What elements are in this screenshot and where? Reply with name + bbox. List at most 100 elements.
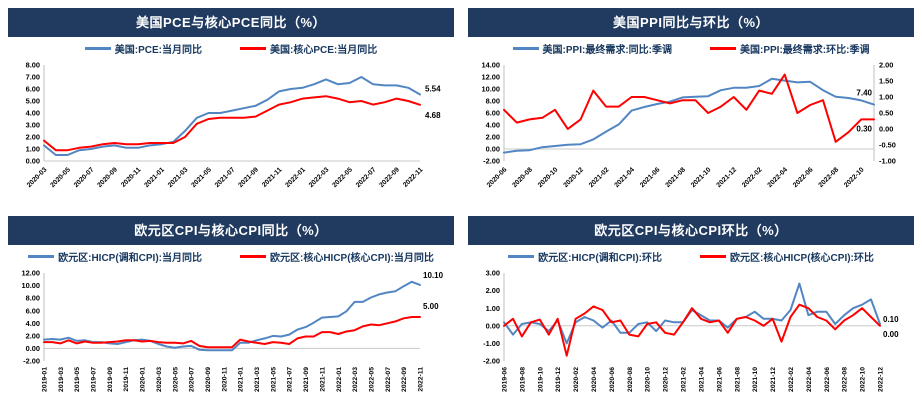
x-axis-tick-label: 2021-11: [261, 166, 283, 188]
y-axis-tick-label: 10.00: [482, 85, 501, 94]
series-line: [43, 316, 421, 349]
x-axis-tick-label: 2022-04: [767, 166, 790, 189]
x-axis-tick-label: 2021-06: [716, 367, 723, 392]
x-axis-tick-label: 2020-09: [205, 367, 212, 392]
x-axis-tick-label: 2020-04: [591, 367, 598, 392]
y-axis-tick-label: 14.00: [482, 61, 501, 70]
legend-line-swatch: [700, 255, 726, 258]
legend-label: 欧元区:核心HICP(核心CPI):当月同比: [270, 253, 434, 264]
y-axis-tick-label: 0.00: [486, 321, 500, 330]
x-axis-tick-label: 2020-10: [645, 367, 652, 392]
legend-item: 欧元区:核心HICP(核心CPI):环比: [700, 249, 874, 264]
x-axis-tick-label: 2020-12: [562, 166, 585, 189]
y-axis-tick-label: 7.00: [26, 73, 40, 82]
x-axis-tick-label: 2022-06: [824, 367, 831, 392]
x-axis-tick-label: 2021-09: [237, 166, 260, 189]
x-axis-tick-label: 2021-09: [303, 367, 310, 392]
x-axis-tick-label: 2019-06: [502, 367, 509, 392]
x-axis-tick-label: 2022-10: [843, 166, 866, 189]
line-chart-ez-cpi-yoy: 12.00 10.00 8.00 6.00 4.00 2.00 0.00 -2.00 2019-…: [8, 266, 454, 418]
x-axis-tick-label: 2022-05: [331, 166, 354, 189]
x-axis-tick-label: 2022-01: [336, 367, 343, 392]
y2-axis-tick-label: 1.50: [879, 77, 893, 86]
x-axis-tick-label: 2021-03: [254, 367, 261, 392]
line-chart-us-pce: 8.00 7.00 6.00 5.00 4.00 3.00 2.00 1.00 0.00 2020…: [8, 58, 454, 210]
y-axis-tick-label: 2.00: [486, 286, 500, 295]
legend-ez-cpi-yoy: 欧元区:HICP(调和CPI):当月同比 欧元区:核心HICP(核心CPI):当月…: [8, 247, 454, 266]
legend-us-pce: 美国:PCE:当月同比 美国:核心PCE:当月同比: [8, 39, 454, 58]
x-axis-tick-label: 2020-05: [172, 367, 179, 392]
x-axis-tick-label: 2021-10: [690, 166, 713, 189]
y-axis-tick-label: 12.00: [482, 73, 501, 82]
y-axis-tick-label: -1.00: [483, 339, 500, 348]
x-axis-tick-label: 2022-09: [401, 367, 408, 392]
y2-axis-tick-label: 0.00: [879, 125, 893, 134]
x-axis-tick-label: 2020-07: [73, 166, 96, 189]
y-axis-tick-label: -2.00: [483, 357, 500, 366]
legend-item: 欧元区:HICP(调和CPI):当月同比: [28, 249, 202, 264]
end-value-label: 5.54: [425, 85, 441, 94]
x-axis-tick-label: 2021-08: [664, 166, 687, 189]
chart-svg: 12.0010.008.006.004.002.000.00-2.002019-…: [22, 269, 444, 392]
y-axis-tick-label: 5.00: [26, 97, 40, 106]
y-axis-tick-label: 2.00: [486, 133, 500, 142]
y2-axis-tick-label: -0.50: [879, 141, 896, 150]
series-line: [503, 77, 875, 154]
legend-label: 美国:PPI:最终需求:同比:季调: [542, 45, 672, 56]
x-axis-tick-label: 2021-05: [270, 367, 277, 392]
x-axis-tick-label: 2019-08: [519, 367, 526, 392]
y-axis-tick-label: 12.00: [22, 269, 41, 278]
chart-title-us-pce: 美国PCE与核心PCE同比（%）: [8, 8, 454, 37]
x-axis-tick-label: 2020-01: [140, 367, 147, 392]
y-axis-tick-label: 6.00: [486, 109, 500, 118]
x-axis-tick-label: 2020-10: [537, 166, 560, 189]
chart-title-ez-cpi-mom: 欧元区CPI与核心CPI环比（%）: [468, 216, 914, 245]
legend-item: 美国:PPI:最终需求:同比:季调: [512, 41, 672, 56]
end-value-label: 10.10: [423, 271, 444, 280]
y-axis-tick-label: 10.00: [22, 281, 41, 290]
legend-label: 美国:PCE:当月同比: [114, 45, 202, 56]
legend-label: 欧元区:核心HICP(核心CPI):环比: [730, 253, 874, 264]
x-axis-tick-label: 2021-12: [770, 367, 777, 392]
x-axis-tick-label: 2022-02: [788, 367, 795, 392]
x-axis-tick-label: 2022-03: [308, 166, 331, 189]
charts-grid: 美国PCE与核心PCE同比（%） 美国:PCE:当月同比 美国:核心PCE:当月同…: [8, 8, 914, 392]
x-axis-tick-label: 2020-03: [156, 367, 163, 392]
legend-line-swatch: [84, 47, 111, 50]
x-axis-tick-label: 2021-10: [752, 367, 759, 392]
x-axis-tick-label: 2022-06: [792, 166, 815, 189]
end-value-label: 5.00: [423, 302, 439, 311]
y-axis-tick-label: 8.00: [26, 61, 40, 70]
x-axis-tick-label: 2021-12: [716, 166, 739, 189]
legend-ez-cpi-mom: 欧元区:HICP(调和CPI):环比 欧元区:核心HICP(核心CPI):环比: [468, 247, 914, 266]
end-value-label: 0.10: [883, 315, 899, 324]
x-axis-tick-label: 2021-04: [613, 166, 636, 189]
legend-item: 欧元区:HICP(调和CPI):环比: [508, 249, 662, 264]
x-axis-tick-label: 2021-01: [143, 166, 166, 189]
line-chart-ez-cpi-mom: 3.00 2.00 1.00 0.00 -1.00 -2.00 2019-06 2019-08…: [468, 266, 914, 418]
y-axis-tick-label: 2.00: [26, 133, 40, 142]
x-axis-tick-label: 2019-10: [537, 367, 544, 392]
end-value-label: 7.40: [856, 89, 872, 98]
legend-label: 欧元区:HICP(调和CPI):环比: [538, 253, 662, 264]
x-axis-tick-label: 2020-09: [96, 166, 119, 189]
x-axis-tick-label: 2019-05: [74, 367, 81, 392]
y-axis-tick-label: 4.00: [486, 121, 500, 130]
series-line: [43, 280, 421, 352]
legend-label: 欧元区:HICP(调和CPI):当月同比: [58, 253, 202, 264]
x-axis-tick-label: 2021-02: [681, 367, 688, 392]
x-axis-tick-label: 2022-11: [418, 367, 425, 392]
legend-item: 美国:PCE:当月同比: [84, 41, 202, 56]
x-axis-tick-label: 2022-02: [741, 166, 764, 189]
x-axis-tick-label: 2020-08: [511, 166, 534, 189]
x-axis-tick-label: 2019-07: [91, 367, 98, 392]
y-axis-tick-label: 0.00: [26, 344, 40, 353]
series-line: [43, 76, 421, 156]
x-axis-tick-label: 2021-06: [639, 166, 662, 189]
x-axis-tick-label: 2020-08: [627, 367, 634, 392]
y-axis-tick-label: 6.00: [26, 306, 40, 315]
x-axis-tick-label: 2021-08: [734, 367, 741, 392]
x-axis-tick-label: 2022-07: [355, 166, 378, 189]
series-line: [43, 95, 421, 152]
x-axis-tick-label: 2022-03: [352, 367, 359, 392]
